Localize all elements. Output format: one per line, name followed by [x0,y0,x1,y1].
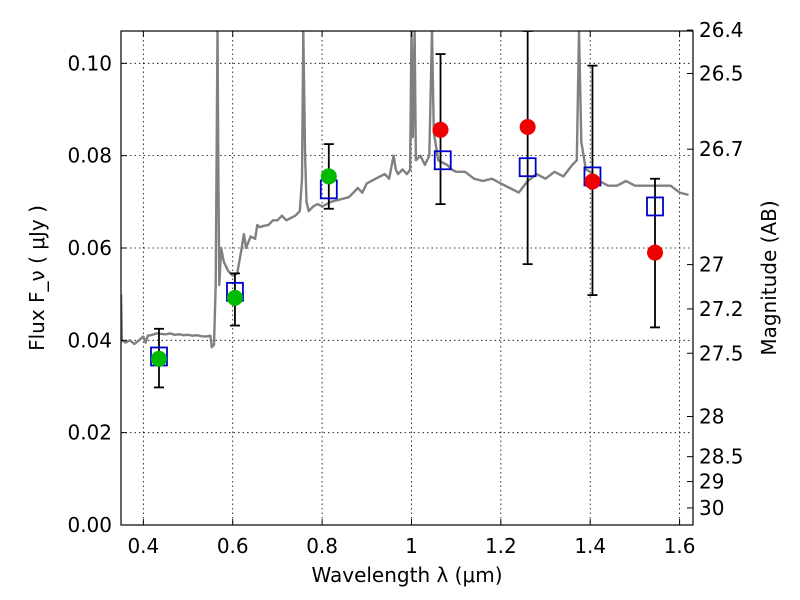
model-square-point [518,157,537,178]
mag-tick-label: 26.4 [699,18,744,42]
mag-tick-label: 28.5 [699,445,744,469]
upper-limit-point [584,173,601,190]
upper-limit-point [647,244,664,261]
y-tick-label: 0.06 [67,236,112,260]
mag-tick-label: 27 [699,253,724,277]
y-tick-label: 0.02 [67,421,112,445]
upper-limit-point [519,119,536,136]
mag-tick-label: 26.5 [699,61,744,85]
detection-point [226,289,243,306]
plot-area [121,31,689,389]
detection-point [150,350,167,367]
spectrum-line [121,31,689,349]
model-square-point [646,196,664,217]
y-axis-label: Flux F_ν ( μJy ) [25,205,49,351]
y-tick-label: 0.10 [67,51,112,75]
mag-tick-label: 27.5 [699,341,744,365]
mag-tick-label: 28 [699,405,724,429]
mag-tick-label: 27.2 [699,297,744,321]
detection-point [320,168,337,185]
x-tick-label: 0.6 [217,534,249,558]
x-tick-label: 1.6 [664,534,696,558]
plot-frame [120,30,694,526]
mag-tick-label: 26.7 [699,137,744,161]
y-tick-label: 0.08 [67,144,112,168]
right-axis-label: Magnitude (AB) [757,200,781,355]
x-axis-label: Wavelength λ (μm) [311,563,502,587]
x-tick-label: 1.4 [574,534,606,558]
model-square-point [433,150,452,171]
ticks-layer: 0.4 0.6 0.8 1 1.2 1.4 1.6 0.00 0.02 0.04 0.06 0.08 0… [67,18,743,558]
mag-tick-label: 29 [699,470,724,494]
x-tick-label: 1.2 [485,534,517,558]
upper-limit-point [432,121,449,138]
y-tick-label: 0.00 [67,513,112,537]
x-tick-label: 1 [405,534,418,558]
mag-tick-label: 30 [699,496,724,520]
x-tick-label: 0.4 [127,534,159,558]
x-tick-label: 0.8 [306,534,338,558]
y-tick-label: 0.04 [67,328,112,352]
